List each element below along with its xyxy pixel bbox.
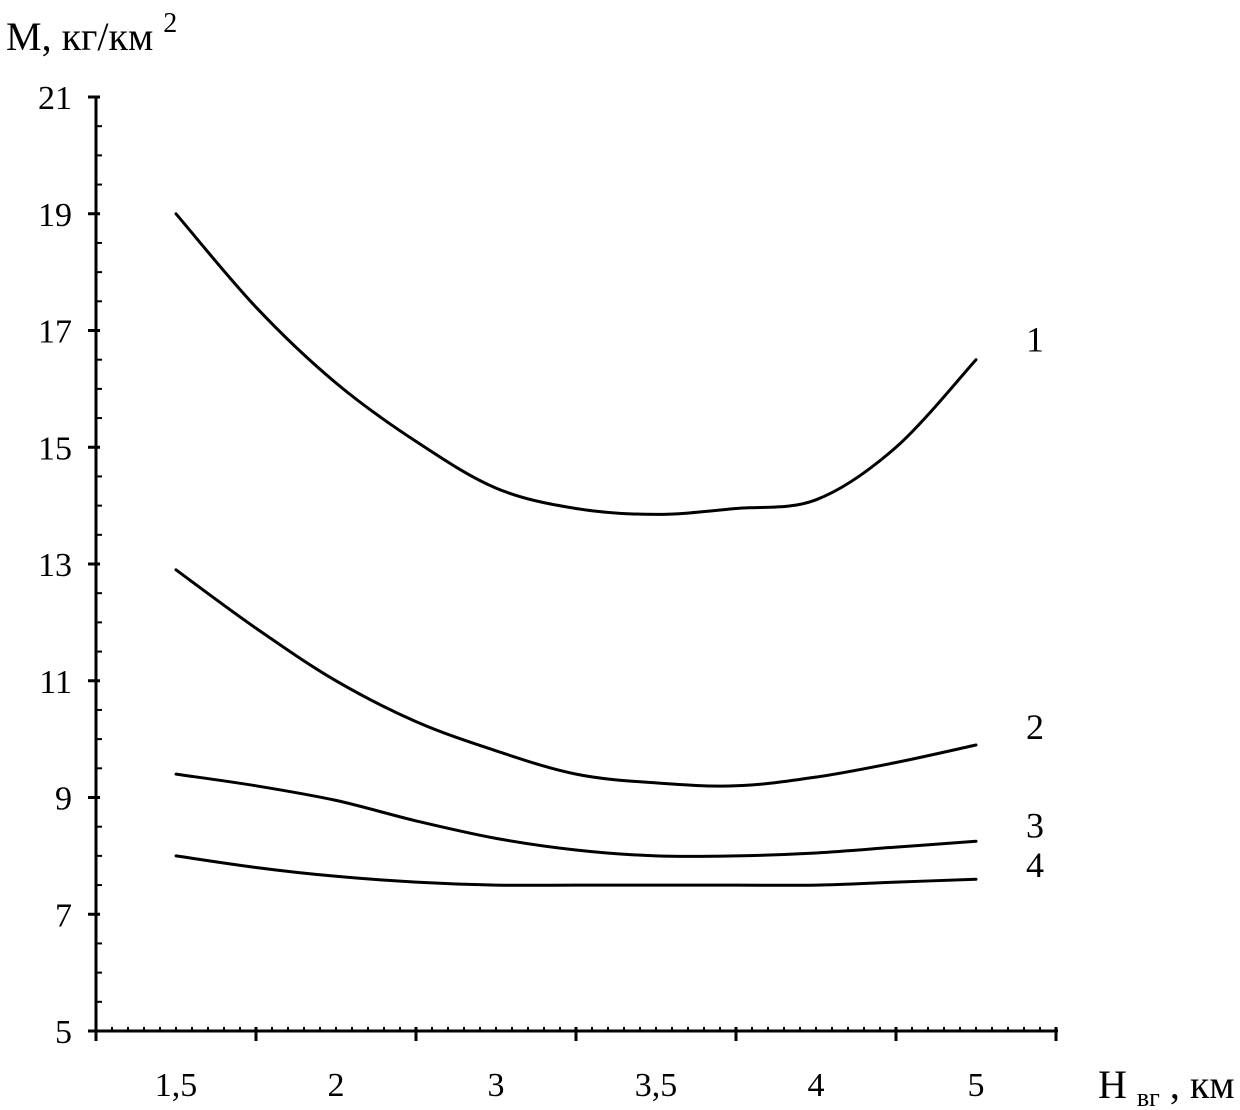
x-axis-title-main: H	[1098, 1062, 1127, 1107]
series-label-1: 1	[1026, 320, 1044, 360]
y-tick-label: 17	[38, 314, 72, 351]
x-tick-label: 1,5	[155, 1067, 198, 1104]
series-labels: 1 2 34	[1026, 320, 1044, 886]
x-axis-title-subscript: вг	[1137, 1083, 1160, 1110]
y-tick-label: 21	[38, 80, 72, 117]
series-label-3: 3	[1026, 805, 1044, 845]
y-tick-label: 11	[39, 664, 72, 701]
x-tick-label: 3	[488, 1067, 505, 1104]
x-tick-label: 4	[808, 1067, 825, 1104]
y-tick-label: 7	[55, 897, 72, 934]
y-tick-label: 19	[38, 197, 72, 234]
series-line-3	[174, 772, 978, 858]
y-tick-label: 13	[38, 547, 72, 584]
x-minor-ticks	[111, 1027, 1057, 1031]
series-label-4: 4	[1026, 845, 1044, 885]
series-label-2: 2	[1026, 707, 1044, 747]
x-axis-title-unit: , км	[1170, 1062, 1235, 1107]
y-axis-title-superscript: 2	[163, 8, 177, 39]
y-tick-label: 5	[55, 1014, 72, 1051]
y-axis-title-text: M, кг/км	[6, 14, 153, 59]
x-tick-label: 3,5	[635, 1067, 678, 1104]
series-line-1	[174, 212, 978, 516]
x-tick-label: 2	[328, 1067, 345, 1104]
series-line-2	[174, 568, 978, 788]
x-ticks: 1,5 2 3 3,5 4 5	[94, 1027, 1058, 1104]
y-ticks: 5 7 9 11 13 15 17 19 21	[38, 80, 100, 1051]
series-line-4	[174, 854, 978, 887]
x-tick-label: 5	[968, 1067, 985, 1104]
axes	[94, 97, 1058, 1033]
y-minor-ticks	[96, 125, 102, 1003]
y-tick-label: 9	[55, 781, 72, 818]
y-axis-title: M, кг/км 2	[6, 8, 177, 59]
x-axis-title: H вг , км	[1098, 1062, 1235, 1110]
y-tick-label: 15	[38, 430, 72, 467]
series-lines	[174, 212, 978, 887]
